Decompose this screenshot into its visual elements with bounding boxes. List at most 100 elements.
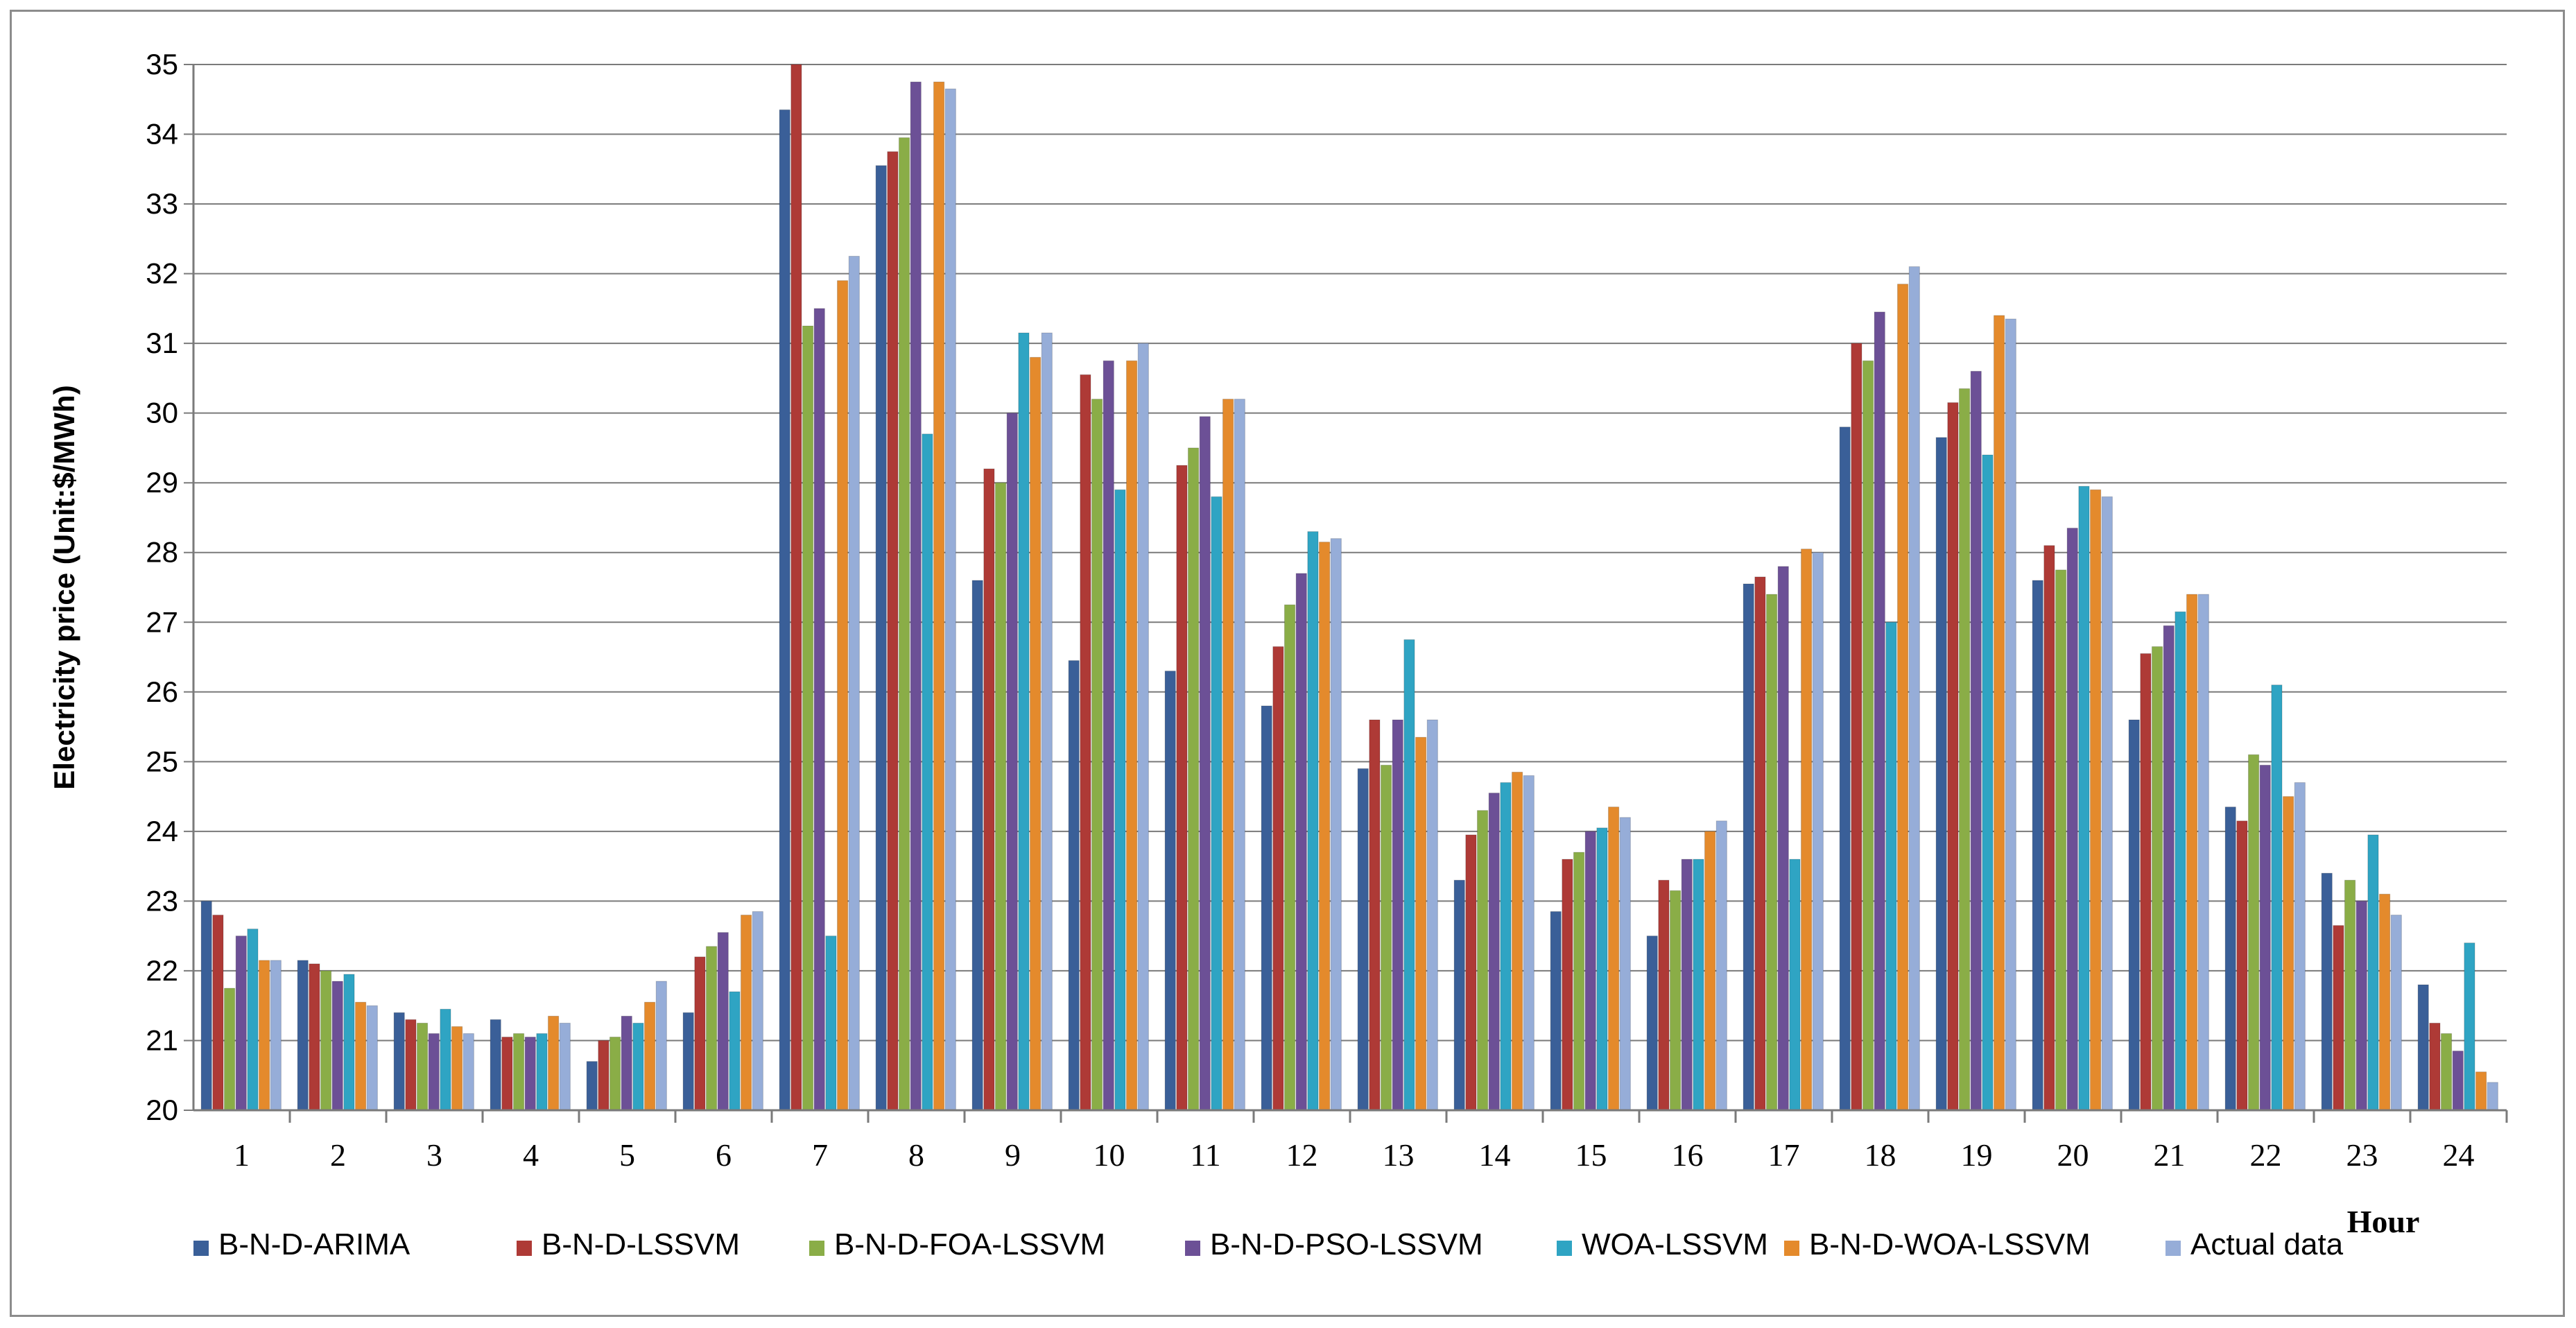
legend-item: B-N-D-FOA-LSSVM <box>809 1227 1105 1261</box>
x-tick-label: 13 <box>1383 1137 1415 1173</box>
bar <box>355 1001 367 1111</box>
bar <box>1211 496 1222 1111</box>
bar <box>1512 771 1523 1111</box>
bar <box>2186 594 2198 1111</box>
bar <box>1982 454 1994 1111</box>
bar <box>717 932 729 1111</box>
y-tick-label: 34 <box>146 118 178 150</box>
legend-label: B-N-D-ARIMA <box>218 1227 410 1261</box>
bar <box>1550 911 1562 1111</box>
x-tick-label: 7 <box>812 1137 828 1173</box>
bar <box>2090 489 2102 1111</box>
x-tick-label: 9 <box>1005 1137 1021 1173</box>
bar <box>2452 1051 2464 1111</box>
bar <box>1584 831 1596 1111</box>
bar <box>1080 374 1091 1111</box>
bar <box>598 1040 610 1111</box>
axes <box>192 64 2508 1123</box>
x-tick-label: 18 <box>1865 1137 1896 1173</box>
bar <box>1091 399 1103 1111</box>
legend-label: Actual data <box>2190 1227 2344 1261</box>
bar <box>1743 583 1754 1111</box>
bar <box>366 1005 378 1111</box>
legend-swatch <box>2166 1241 2181 1256</box>
bar <box>1573 852 1585 1111</box>
legend-item: B-N-D-LSSVM <box>517 1227 740 1261</box>
bar <box>1392 719 1403 1111</box>
bar <box>910 81 922 1111</box>
bar <box>297 960 309 1111</box>
x-tick-label: 21 <box>2154 1137 2186 1173</box>
bar <box>729 991 741 1111</box>
legend: B-N-D-ARIMA B-N-D-LSSVM B-N-D-FOA-LSSVM B-N… <box>193 1227 2344 1261</box>
gridlines <box>184 64 2507 1111</box>
bar <box>1103 360 1114 1111</box>
bar <box>705 946 718 1111</box>
x-tick-label: 6 <box>716 1137 732 1173</box>
bar <box>1199 416 1211 1111</box>
y-tick-label: 30 <box>146 397 178 429</box>
bar <box>1006 413 1018 1111</box>
x-tick-label: 19 <box>1961 1137 1993 1173</box>
y-tick-label: 21 <box>146 1024 178 1056</box>
bar <box>1562 859 1573 1111</box>
bar <box>1319 542 1331 1111</box>
bar <box>309 963 320 1111</box>
x-tick-label: 16 <box>1672 1137 1704 1173</box>
bar <box>2175 611 2186 1111</box>
legend-label: WOA-LSSVM <box>1582 1227 1768 1261</box>
x-tick-label: 3 <box>426 1137 442 1173</box>
y-tick-label: 32 <box>146 257 178 290</box>
bar <box>741 915 752 1111</box>
bar <box>1041 332 1053 1111</box>
bar <box>1126 360 1138 1111</box>
legend-item: B-N-D-WOA-LSSVM <box>1784 1227 2091 1261</box>
bar <box>331 981 343 1111</box>
bar <box>2236 820 2248 1111</box>
bar <box>655 981 667 1111</box>
bar <box>2140 653 2152 1111</box>
bar <box>1897 284 1909 1111</box>
bar <box>1415 736 1427 1111</box>
bar <box>559 1022 571 1111</box>
x-tick-label: 15 <box>1575 1137 1607 1173</box>
bar <box>1500 782 1512 1111</box>
bar <box>223 988 236 1111</box>
bar <box>1908 266 1920 1111</box>
legend-item: B-N-D-PSO-LSSVM <box>1185 1227 1483 1261</box>
bar <box>440 1008 451 1111</box>
bar <box>1369 719 1381 1111</box>
bar <box>609 1036 621 1111</box>
bar <box>1426 719 1438 1111</box>
bar <box>2321 872 2333 1111</box>
bar <box>2294 782 2306 1111</box>
x-tick-label: 24 <box>2443 1137 2475 1173</box>
legend-swatch <box>193 1241 209 1256</box>
bar <box>2367 834 2379 1111</box>
x-tick-label: 8 <box>908 1137 924 1173</box>
bar <box>501 1036 513 1111</box>
bar <box>1380 764 1392 1111</box>
bar <box>2475 1071 2487 1111</box>
bar <box>1839 426 1851 1111</box>
bar <box>644 1001 656 1111</box>
bar <box>848 255 860 1111</box>
y-tick-label: 28 <box>146 536 178 569</box>
bar <box>1885 621 1897 1111</box>
bar <box>752 911 763 1111</box>
bar <box>2055 569 2067 1111</box>
bar <box>944 88 956 1111</box>
bar <box>1488 793 1500 1111</box>
bar <box>1658 879 1670 1111</box>
y-tick-label: 29 <box>146 466 178 499</box>
bar <box>1704 831 1716 1111</box>
legend-label: B-N-D-PSO-LSSVM <box>1210 1227 1483 1261</box>
bar <box>320 970 332 1111</box>
bar <box>1681 859 1693 1111</box>
bar <box>1851 343 1862 1111</box>
bar <box>2259 764 2271 1111</box>
bar <box>1523 775 1535 1111</box>
bar <box>1958 388 1971 1111</box>
bar <box>1874 311 1885 1111</box>
